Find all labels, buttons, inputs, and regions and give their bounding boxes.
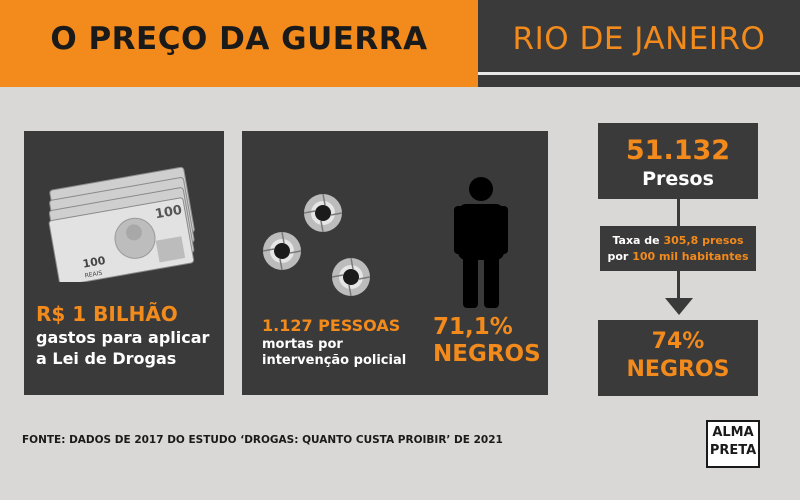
deaths-count: 1.127 PESSOAS [262,316,401,335]
flow-connector [677,199,680,226]
rate-line1: Taxa de 305,8 presos [600,234,756,247]
rate-line2: por 100 mil habitantes [600,250,756,263]
logo-line1: ALMA [712,425,754,440]
prisoners-box [598,123,758,199]
incarceration-rate-box [600,226,756,271]
rate-base: 100 mil habitantes [632,250,749,263]
prisoners-black-group: NEGROS [626,357,730,382]
banknote-value-text: 100 [82,254,107,271]
flow-connector [677,271,680,301]
prisoners-count: 51.132 [625,135,731,166]
prisoners-black-percent: 74% [651,329,705,354]
bullet-hole-icon [331,257,371,297]
rate-value: 305,8 presos [663,234,744,247]
bullet-hole-icon [262,231,302,271]
deaths-group: NEGROS [433,341,541,367]
rate-mid: por [607,250,629,263]
deaths-desc-line1: mortas por [262,337,343,352]
person-icon [454,177,508,308]
rate-prefix: Taxa de [612,234,660,247]
spending-desc-line1: gastos para aplicar [36,328,210,347]
prisoners-label: Presos [642,168,714,190]
banknote-currency-text: REAIS [84,270,103,280]
bullet-hole-icon [303,193,343,233]
alma-preta-logo [706,420,760,468]
header-left-band [0,0,478,87]
header-underline [478,72,800,75]
banknote-value-text-top: 100 [154,203,183,222]
page-title: O PREÇO DA GUERRA [50,21,428,57]
spending-desc-line2: a Lei de Drogas [36,349,177,368]
region-title: RIO DE JANEIRO [512,21,766,57]
arrow-down-icon [665,298,693,315]
spending-amount: R$ 1 BILHÃO [36,302,178,326]
deaths-desc-line2: intervenção policial [262,353,407,368]
deaths-percent: 71,1% [433,314,513,340]
banknotes-icon: 100 REAIS 100 [48,166,195,282]
prisoners-black-box [598,320,758,396]
logo-line2: PRETA [709,443,757,458]
source-note: FONTE: DADOS DE 2017 DO ESTUDO ‘DROGAS: … [22,434,503,446]
